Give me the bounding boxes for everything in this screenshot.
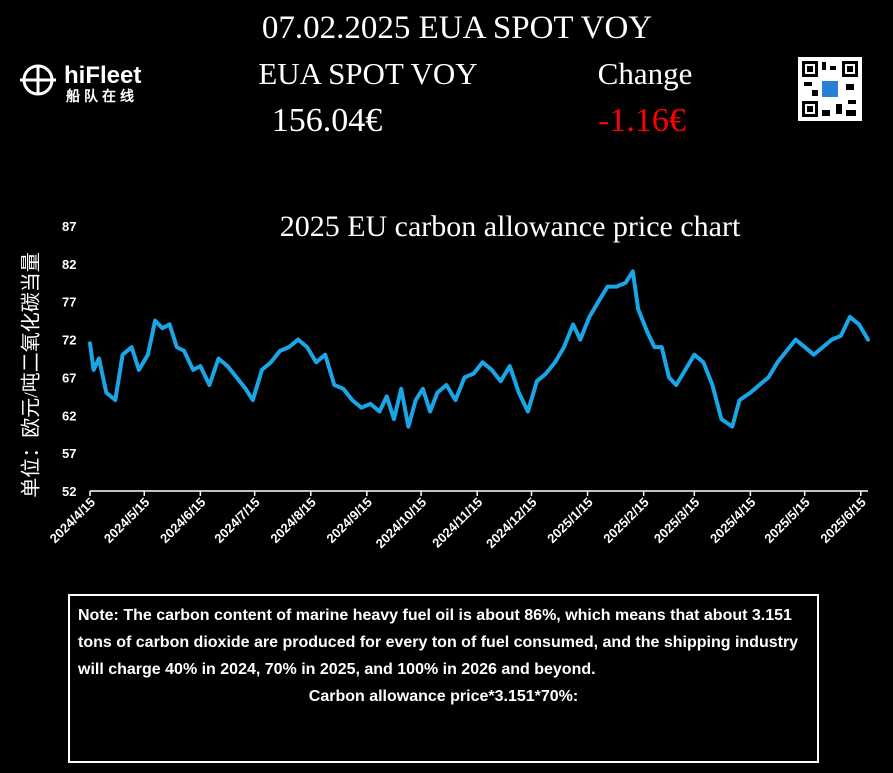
logo: hiFleet 船队在线 (20, 62, 141, 104)
change-label: Change (598, 56, 693, 91)
y-tick-label: 67 (62, 370, 76, 385)
y-axis-label: 单位：欧元/吨二氧化碳当量 (20, 252, 43, 498)
y-tick-label: 77 (62, 295, 76, 310)
x-tick-label: 2024/6/15 (157, 495, 209, 547)
note-formula: Carbon allowance price*3.151*70%: (308, 688, 579, 705)
header-title: 07.02.2025 EUA SPOT VOY (262, 10, 652, 46)
y-tick-label: 72 (62, 333, 76, 348)
x-tick-label: 2024/7/15 (211, 495, 263, 547)
x-tick-label: 2024/4/15 (47, 495, 99, 547)
price-value: 156.04€ (272, 102, 383, 139)
x-tick-label: 2024/8/15 (267, 495, 319, 547)
x-tick-label: 2025/6/15 (817, 495, 869, 547)
y-tick-label: 82 (62, 257, 76, 272)
x-tick-label: 2025/5/15 (761, 495, 813, 547)
x-tick-label: 2024/5/15 (101, 495, 153, 547)
x-tick-label: 2024/9/15 (323, 495, 375, 547)
y-tick-label: 57 (62, 446, 76, 461)
x-tick-label: 2024/11/15 (429, 495, 485, 551)
price-line (88, 269, 870, 429)
x-tick-label: 2025/3/15 (651, 495, 703, 547)
note-box: Note: The carbon content of marine heavy… (68, 594, 819, 763)
note-text: Note: The carbon content of marine heavy… (78, 607, 799, 678)
logo-subtitle: 船队在线 (66, 88, 138, 104)
logo-name: hiFleet (64, 62, 141, 89)
y-tick-label: 62 (62, 408, 76, 423)
x-tick-label: 2025/4/15 (707, 495, 759, 547)
chart-title: 2025 EU carbon allowance price chart (280, 210, 741, 243)
x-tick-label: 2025/2/15 (600, 495, 652, 547)
x-tick-label: 2025/1/15 (544, 495, 596, 547)
price-label: EUA SPOT VOY (258, 56, 477, 91)
y-tick-label: 87 (62, 219, 76, 234)
qr-code (798, 57, 862, 121)
change-value: -1.16€ (598, 102, 686, 139)
x-tick-label: 2024/10/15 (373, 495, 430, 552)
x-tick-label: 2024/12/15 (483, 495, 540, 552)
y-tick-label: 52 (62, 484, 76, 499)
